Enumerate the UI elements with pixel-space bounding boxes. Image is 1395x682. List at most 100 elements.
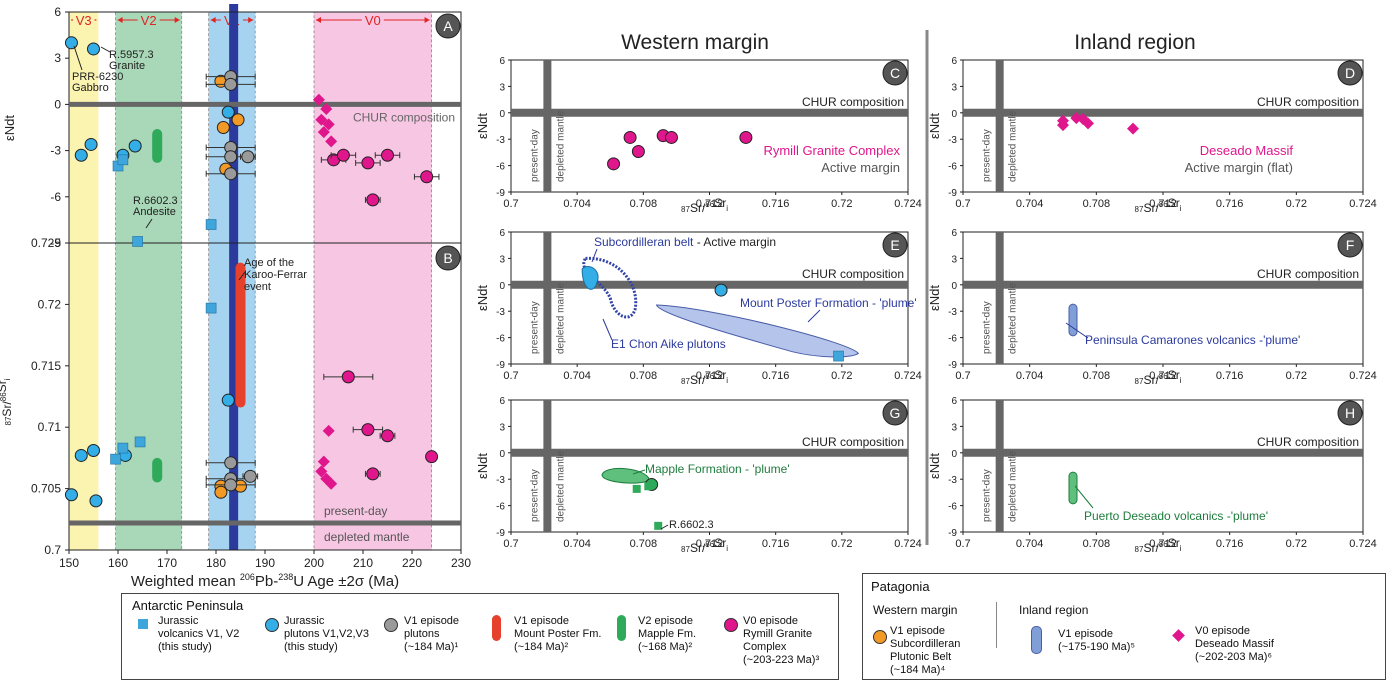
legend-pat-title: Patagonia: [871, 579, 930, 594]
panel-f-ytick-label: 0: [951, 281, 957, 292]
panel-d-xtick-label: 0.712: [1149, 198, 1177, 210]
panel-h-xtick-label: 0.7: [955, 538, 970, 550]
panel-g-mapple-field: [601, 468, 649, 484]
panel-b-jurassic-volcanic-point: [134, 436, 146, 448]
panel-f-frame: [962, 231, 1364, 365]
panel-c-rymill-point: [631, 145, 645, 159]
panel-g-badge-letter: G: [890, 405, 901, 421]
legend-pat-divider: [996, 602, 997, 648]
panel-b-ytick-label: 0.705: [31, 482, 61, 496]
panel-g-dm-label-2: depleted mantle: [555, 450, 566, 522]
panel-a-ylabel: εNdt: [2, 115, 17, 141]
panel-c-ytick-label: 3: [499, 82, 505, 93]
panel-g-badge: [882, 400, 908, 426]
panel-e-ytick-label: 3: [499, 254, 505, 265]
panel-e-ytick-label: -3: [496, 307, 505, 318]
panel-a-jurassic-pluton-point: [221, 105, 235, 119]
panel-d-ytick-label: 6: [951, 56, 957, 67]
panel-b-ytick-label: 0.7: [44, 543, 61, 557]
label-r6602-3: R.6602.3 Andesite: [133, 195, 178, 218]
panel-h-xtick-label: 0.712: [1149, 538, 1177, 550]
panel-b-rymill-point: [361, 423, 375, 437]
panel-e-xtick-label: 0.724: [894, 370, 922, 382]
panel-h-ytick-label: -9: [948, 528, 957, 539]
panel-c-ytick-label: -6: [496, 162, 505, 173]
panel-f-xtick-label: 0.704: [1016, 370, 1044, 382]
panel-b-xtick-label: 170: [157, 556, 177, 570]
panel-g-xtick-label: 0.712: [696, 538, 724, 550]
panel-f-xlabel: 87Sr/86Sri: [1135, 368, 1182, 387]
panel-b-ytick-label: 0.72: [38, 297, 62, 311]
panel-g-xtick-label: 0.724: [894, 538, 922, 550]
panel-g-r6602-leader: [660, 524, 669, 530]
legend-mpf-label: V1 episode Mount Poster Fm. (~184 Ma)²: [514, 615, 602, 653]
panel-g-xtick-label: 0.7: [503, 538, 518, 550]
panel-b-ylabel: 87Sr/86Sri: [0, 378, 14, 425]
panel-g-mapple-square: [644, 482, 653, 491]
panel-e-xtick-label: 0.708: [630, 370, 658, 382]
panel-a-jurassic-volcanic-point: [117, 154, 129, 166]
panel-h-deseado-bar: [1068, 471, 1078, 505]
panel-d-xtick-label: 0.7: [955, 198, 970, 210]
panel-a-v1-pluton-point: [224, 77, 238, 91]
panel-b-dm-label-1: present-day: [324, 504, 387, 518]
panel-e-ytick-label: 0: [499, 281, 505, 292]
panel-a-rymill-diamond: [322, 118, 335, 131]
panel-h-frame: [962, 399, 1364, 533]
panel-d-ytick-label: 0: [951, 109, 957, 120]
panel-d-xtick-label: 0.716: [1216, 198, 1244, 210]
panel-g-ytick-label: -6: [496, 502, 505, 513]
panel-c-xtick-label: 0.7: [503, 198, 518, 210]
panel-a-rymill-diamond: [320, 103, 333, 116]
panel-f-xtick-label: 0.72: [1286, 370, 1307, 382]
karoo-ferrar-bar: [229, 4, 239, 550]
band-v2: [115, 11, 183, 551]
panel-g-xtick-label: 0.708: [630, 538, 658, 550]
panel-f-badge-letter: F: [1346, 237, 1355, 253]
panel-b-subcordilleran-point: [214, 485, 228, 499]
panel-g-ytick-label: -9: [496, 528, 505, 539]
panel-g-xtick-label: 0.704: [563, 538, 591, 550]
panel-e-chur-label: CHUR composition: [802, 267, 904, 281]
panel-f-ytick-label: 3: [951, 254, 957, 265]
panel-h-label: Puerto Deseado volcanics -'plume': [1084, 509, 1268, 523]
panel-e-xtick-label: 0.712: [696, 370, 724, 382]
legend-patagonia: Patagonia Western margin Inland region V…: [862, 573, 1386, 680]
panel-e-badge-letter: E: [890, 237, 899, 253]
panel-c-label-1: Rymill Granite Complex: [763, 143, 900, 158]
panel-c-label-2: Active margin: [821, 160, 900, 175]
panel-h-xtick-label: 0.72: [1286, 538, 1307, 550]
panel-a-jurassic-pluton-point: [64, 36, 78, 50]
panel-c-frame: [510, 59, 909, 193]
legend-mapple-bar-icon: [617, 615, 626, 641]
panel-f-chur-label: CHUR composition: [1257, 267, 1359, 281]
panel-b-v1-pluton-point: [224, 456, 238, 470]
panel-d-frame: [962, 59, 1364, 193]
panel-e-dm-label-2: depleted mantle: [555, 282, 566, 354]
panel-f-ytick-label: -6: [948, 334, 957, 345]
panel-c-xtick-label: 0.708: [630, 198, 658, 210]
panel-a-rymill-point: [366, 193, 380, 207]
legend-subcord-label: V1 episode Subcordilleran Plutonic Belt …: [890, 625, 961, 676]
panel-h-xtick-label: 0.708: [1083, 538, 1111, 550]
panel-d-ytick-label: -6: [948, 162, 957, 173]
panel-b-jurassic-pluton-point: [74, 448, 88, 462]
panel-e-xtick-label: 0.72: [831, 370, 852, 382]
panel-g-label: Mapple Formation - 'plume': [645, 462, 790, 476]
panel-g-xtick-label: 0.72: [831, 538, 852, 550]
panel-c-ytick-label: -3: [496, 135, 505, 146]
panel-c-ytick-label: 6: [499, 56, 505, 67]
panel-a-v1-pluton-point: [224, 150, 238, 164]
panel-d-badge: [1337, 60, 1363, 86]
panel-d-xtick-label: 0.724: [1349, 198, 1377, 210]
band-label-bg: [137, 12, 160, 26]
panel-f-xtick-label: 0.716: [1216, 370, 1244, 382]
panel-b-rymill-point: [381, 429, 394, 443]
panel-h-badge-letter: H: [1345, 405, 1355, 421]
panel-d-ytick-label: -3: [948, 135, 957, 146]
panel-b-jurassic-volcanic-point: [205, 302, 217, 314]
panel-g-dm-label-1: present-day: [529, 469, 540, 522]
panel-c-xtick-label: 0.716: [762, 198, 790, 210]
panel-h-dm-label-1: present-day: [982, 469, 993, 522]
panel-f-xtick-label: 0.7: [955, 370, 970, 382]
